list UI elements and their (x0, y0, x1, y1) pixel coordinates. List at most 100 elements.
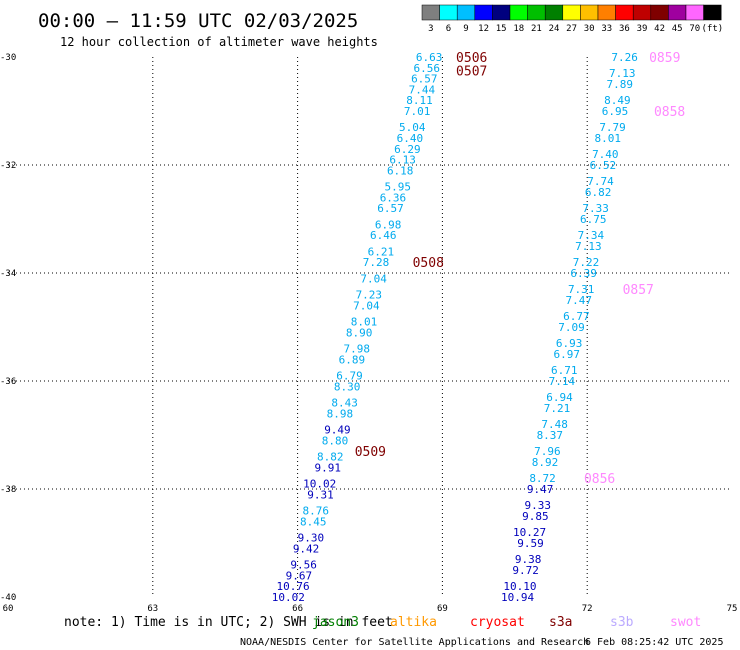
colorbar-label: 9 (463, 24, 468, 34)
wave-height-point: 7.13 (575, 240, 602, 253)
wave-height-point: 9.72 (512, 564, 539, 577)
colorbar-label: 3 (428, 24, 433, 34)
wave-height-point: 6.71 (551, 364, 578, 377)
colorbar-swatch (685, 4, 704, 21)
wave-height-point: 7.09 (558, 321, 585, 334)
wave-height-point: 6.52 (590, 159, 617, 172)
wave-height-point: 7.40 (592, 148, 619, 161)
wave-height-point: 6.57 (377, 202, 404, 215)
wave-height-point: 7.96 (534, 445, 561, 458)
wave-height-point: 7.34 (578, 229, 605, 242)
legend-item: cryosat (470, 615, 525, 630)
wave-height-point: 7.74 (587, 175, 614, 188)
wave-height-point: 6.36 (380, 191, 407, 204)
colorbar-label: 18 (513, 24, 524, 34)
colorbar-label: 27 (566, 24, 577, 34)
wave-height-point: 7.01 (404, 105, 431, 118)
wave-height-point: 7.47 (566, 294, 593, 307)
wave-height-point: 8.45 (300, 515, 327, 528)
wave-height-point: 7.44 (409, 83, 436, 96)
legend-item: altika (390, 615, 437, 630)
chart-subtitle: 12 hour collection of altimeter wave hei… (60, 35, 378, 49)
colorbar-swatch (580, 4, 599, 21)
pass-label: 0856 (584, 472, 615, 487)
colorbar-swatch (597, 4, 616, 21)
wave-height-point: 8.49 (604, 94, 631, 107)
wave-height-point: 9.67 (286, 569, 313, 582)
colorbar-swatch (439, 4, 458, 21)
y-tick-label: -30 (0, 53, 16, 63)
wave-height-point: 9.49 (324, 424, 351, 437)
wave-height-point: 6.98 (375, 218, 402, 231)
wave-height-point: 7.14 (549, 375, 576, 388)
wave-height-point: 7.31 (568, 283, 595, 296)
wave-height-point: 6.40 (397, 132, 424, 145)
y-tick-label: -36 (0, 377, 16, 387)
wave-height-point: 7.23 (356, 289, 383, 302)
wave-height-point: 9.38 (515, 553, 542, 566)
wave-height-point: 6.89 (339, 353, 366, 366)
wave-height-point: 7.89 (607, 78, 634, 91)
pass-label: 0857 (623, 283, 654, 298)
x-tick-label: 60 (3, 604, 14, 614)
grid (8, 57, 732, 597)
wave-height-point: 8.01 (351, 316, 378, 329)
wave-height-point: 8.43 (331, 397, 358, 410)
wave-height-point: 6.56 (413, 62, 440, 75)
colorbar-swatch (650, 4, 669, 21)
wave-height-point: 6.18 (387, 164, 414, 177)
colorbar-swatch (544, 4, 564, 21)
x-tick-label: 66 (292, 604, 303, 614)
wave-height-point: 6.39 (570, 267, 597, 280)
data-points: 6.636.566.577.448.117.015.046.406.296.13… (272, 51, 638, 604)
wave-height-point: 7.28 (363, 256, 390, 269)
wave-height-point: 10.76 (277, 580, 310, 593)
colorbar-swatch (703, 4, 722, 21)
x-tick-label: 63 (147, 604, 158, 614)
wave-height-point: 7.22 (573, 256, 600, 269)
chart-title: 00:00 – 11:59 UTC 02/03/2025 (38, 10, 358, 32)
colorbar-label: 15 (496, 24, 507, 34)
wave-height-point: 7.26 (611, 51, 638, 64)
wave-height-point: 6.95 (602, 105, 629, 118)
wave-height-point: 7.98 (344, 343, 371, 356)
wave-height-point: 7.04 (360, 272, 387, 285)
wave-height-point: 6.97 (553, 348, 580, 361)
wave-height-point: 8.98 (327, 407, 354, 420)
wave-height-point: 9.31 (307, 488, 334, 501)
colorbar-swatch (632, 4, 652, 21)
legend-item: swot (670, 615, 701, 630)
wave-height-point: 10.27 (513, 526, 546, 539)
wave-height-point: 8.76 (302, 505, 329, 518)
colorbar-label: (ft) (702, 24, 724, 34)
legend-item: s3a (549, 615, 572, 630)
wave-height-point: 8.82 (317, 451, 344, 464)
wave-height-point: 7.21 (544, 402, 571, 415)
colorbar-swatch (492, 4, 511, 21)
footer-credit: NOAA/NESDIS Center for Satellite Applica… (240, 637, 589, 648)
pass-label: 0509 (355, 445, 386, 460)
pass-label: 0508 (413, 256, 444, 271)
wave-height-point: 7.79 (599, 121, 626, 134)
wave-height-point: 6.63 (416, 51, 443, 64)
y-tick-label: -38 (0, 485, 16, 495)
colorbar-label: 39 (637, 24, 648, 34)
colorbar-label: 45 (672, 24, 683, 34)
wave-height-point: 7.33 (582, 202, 609, 215)
wave-height-point: 6.46 (370, 229, 397, 242)
wave-height-point: 6.21 (368, 245, 395, 258)
footer-note: note: 1) Time is in UTC; 2) SWH is in fe… (64, 615, 393, 630)
colorbar-label: 24 (549, 24, 560, 34)
wave-height-point: 9.91 (315, 461, 342, 474)
wave-height-point: 10.94 (501, 591, 534, 604)
wave-height-point: 8.30 (334, 380, 361, 393)
colorbar-label: 42 (654, 24, 665, 34)
colorbar-swatch (527, 4, 546, 21)
wave-height-point: 5.95 (385, 181, 412, 194)
satellite-legend: jason3 altika cryosat s3a s3b swot (312, 615, 701, 630)
wave-height-point: 6.94 (546, 391, 573, 404)
pass-label: 0858 (654, 105, 685, 120)
colorbar-swatch (456, 4, 476, 21)
